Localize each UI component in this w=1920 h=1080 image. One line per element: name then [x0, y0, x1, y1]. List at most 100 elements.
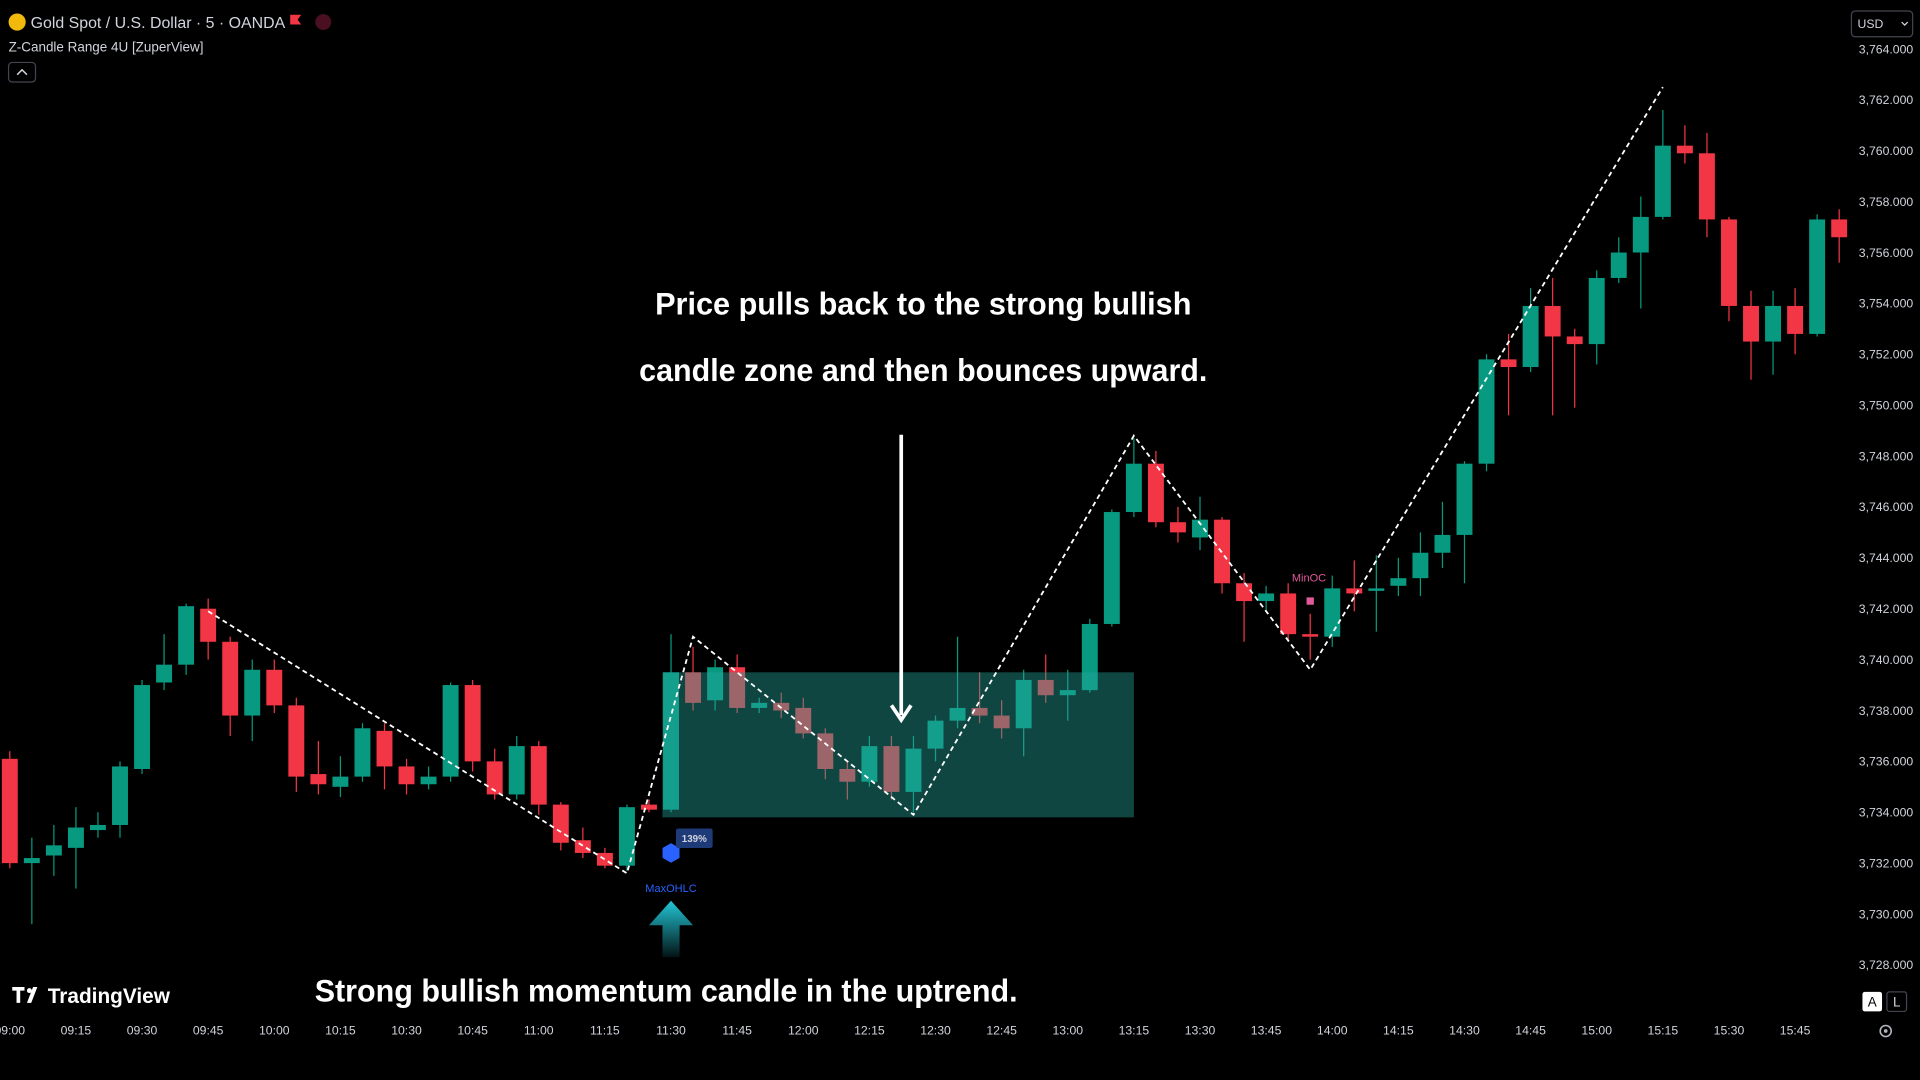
max-arrow	[648, 900, 694, 958]
status-icon	[315, 14, 332, 30]
collapse-button[interactable]	[7, 61, 37, 83]
x-tick-label: 14:15	[1383, 1024, 1414, 1038]
candle-body	[1434, 534, 1451, 553]
min-label: MinOC	[1292, 572, 1326, 584]
candle-body	[1610, 252, 1627, 278]
x-tick-label: 12:45	[986, 1024, 1017, 1038]
y-tick-label: 3,756.000	[1859, 246, 1914, 260]
x-tick-label: 14:30	[1449, 1024, 1480, 1038]
x-tick-label: 09:00	[0, 1024, 25, 1038]
y-tick-label: 3,754.000	[1859, 297, 1914, 311]
x-tick-label: 09:45	[193, 1024, 224, 1038]
y-tick-label: 3,738.000	[1859, 704, 1914, 718]
x-tick-label: 14:45	[1515, 1024, 1546, 1038]
y-tick-label: 3,732.000	[1859, 856, 1914, 870]
candle-wick	[1441, 501, 1444, 569]
candle-body	[1809, 219, 1826, 334]
indicator-name: Z-Candle Range 4U [ZuperView]	[9, 39, 204, 54]
candle-body	[1787, 305, 1804, 334]
candle-body	[398, 766, 415, 785]
settings-icon[interactable]	[1879, 1024, 1893, 1038]
candle-body	[1192, 519, 1208, 538]
candle-wick	[1397, 557, 1399, 596]
candle-body	[751, 702, 768, 708]
candle-body	[332, 776, 349, 787]
y-tick-label: 3,762.000	[1859, 93, 1914, 107]
candle-body	[464, 685, 481, 762]
x-tick-label: 11:45	[722, 1024, 752, 1038]
pullback-arrow	[889, 434, 913, 724]
x-tick-label: 10:30	[391, 1024, 422, 1038]
candle-wick	[956, 636, 959, 729]
candle-wick	[1552, 277, 1554, 416]
y-tick-label: 3,758.000	[1859, 195, 1914, 209]
candle-wick	[1684, 125, 1686, 164]
candle-body	[112, 766, 128, 825]
candle-body	[1346, 588, 1363, 594]
x-tick-label: 15:00	[1581, 1024, 1612, 1038]
zigzag-line	[207, 86, 1664, 875]
candle-wick	[1375, 555, 1377, 632]
x-tick-label: 09:15	[61, 1024, 92, 1038]
x-tick-label: 13:00	[1052, 1024, 1083, 1038]
y-tick-label: 3,750.000	[1859, 398, 1914, 412]
y-tick-label: 3,746.000	[1859, 500, 1914, 514]
candle-body	[266, 669, 283, 706]
x-tick-label: 12:00	[788, 1024, 819, 1038]
candle-body	[442, 685, 459, 777]
candle-body	[861, 746, 878, 782]
candle-body	[574, 840, 591, 853]
candle-body	[1544, 305, 1561, 337]
candle-body	[1743, 305, 1759, 342]
candle-wick	[317, 741, 319, 795]
candle-body	[663, 672, 679, 810]
brand-logo	[12, 986, 38, 1003]
y-tick-label: 3,742.000	[1859, 602, 1914, 616]
candle-body	[685, 672, 702, 703]
candle-wick	[1045, 654, 1047, 703]
candle-wick	[1243, 573, 1245, 642]
log-scale-button[interactable]	[1886, 991, 1908, 1013]
candle-wick	[339, 756, 342, 797]
candle-body	[420, 776, 437, 785]
candle-body	[1, 758, 18, 864]
max-label: MaxOHLC	[645, 883, 696, 895]
brand-logo-dot	[26, 988, 32, 994]
candle-body	[927, 720, 944, 749]
candle-body	[376, 730, 393, 767]
candle-body	[486, 761, 503, 795]
candle-body	[310, 774, 327, 785]
candle-body	[883, 746, 900, 792]
candle-body	[1236, 583, 1253, 602]
candle-body	[817, 733, 834, 769]
percent-label: 139%	[682, 834, 707, 845]
x-tick-label: 10:45	[457, 1024, 488, 1038]
candle-body	[993, 715, 1010, 729]
candle-body	[1059, 690, 1076, 696]
candle-body	[1390, 578, 1407, 586]
currency-button[interactable]	[1850, 10, 1914, 38]
candle-body	[200, 608, 217, 642]
candle-body	[1765, 305, 1782, 342]
candle-body	[641, 804, 657, 810]
candle-wick	[75, 807, 77, 889]
symbol-title: Gold Spot / U.S. Dollar · 5 · OANDA	[31, 15, 286, 32]
candle-body	[1500, 359, 1517, 368]
auto-scale-label: A	[1868, 995, 1877, 1010]
candle-body	[707, 667, 724, 701]
candle-body	[1632, 216, 1649, 253]
annotation: candle zone and then bounces upward.	[639, 352, 1207, 388]
candle-body	[1522, 305, 1539, 368]
annotation: Strong bullish momentum candle in the up…	[315, 973, 1018, 1009]
candle-wick	[1574, 328, 1576, 408]
candle-body	[23, 858, 40, 864]
x-tick-label: 15:15	[1648, 1024, 1679, 1038]
collapse-icon	[16, 68, 28, 76]
candle-body	[530, 746, 547, 805]
auto-scale-button[interactable]	[1862, 991, 1883, 1012]
candle-body	[178, 606, 195, 665]
candle-wick	[978, 672, 981, 724]
candle-body	[729, 667, 746, 708]
y-tick-label: 3,760.000	[1859, 144, 1914, 158]
